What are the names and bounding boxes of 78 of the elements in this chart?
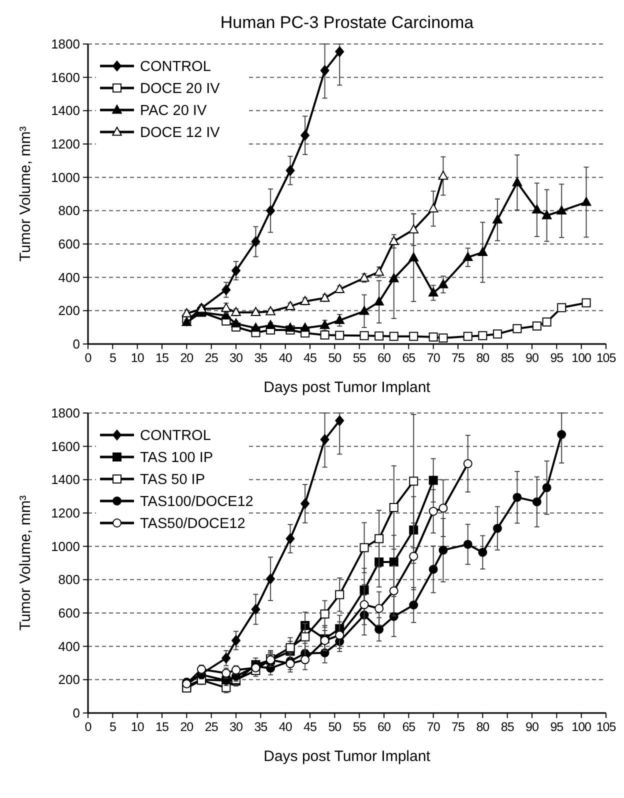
y-tick-label: 1800: [51, 406, 80, 420]
x-tick-label: 60: [378, 720, 391, 734]
y-tick-label: 600: [58, 606, 80, 620]
x-tick-label: 50: [328, 351, 342, 365]
x-tick-label: 60: [378, 351, 391, 365]
y-tick-label: 400: [58, 638, 80, 654]
x-tick-label: 0: [84, 720, 92, 734]
x-tick-label: 85: [500, 351, 514, 365]
x-tick-label: 0: [84, 351, 92, 365]
x-tick-label: 10: [130, 351, 144, 365]
chart-title: Human PC-3 Prostate Carcinoma: [220, 13, 474, 32]
y-tick-label: 1000: [51, 538, 80, 554]
x-tick-label: 25: [204, 351, 218, 365]
y-tick-label: 1200: [51, 136, 80, 152]
x-tick-label: 75: [452, 351, 465, 365]
y-tick-label: 0: [72, 706, 80, 720]
x-tick-label: 90: [526, 351, 539, 365]
x-tick-label: 5: [109, 351, 116, 365]
legend-label: CONTROL: [140, 428, 211, 444]
y-tick-label: 1800: [51, 36, 80, 52]
x-axis-title: Days post Tumor Implant: [264, 379, 432, 396]
x-axis-title: Days post Tumor Implant: [264, 748, 432, 765]
x-tick-label: 70: [426, 351, 440, 365]
y-tick-label: 800: [58, 203, 80, 218]
x-tick-label: 105: [596, 720, 616, 734]
x-tick-label: 100: [572, 351, 592, 365]
x-tick-label: 65: [402, 720, 416, 734]
x-tick-label: 85: [500, 720, 514, 734]
x-tick-label: 35: [254, 351, 268, 365]
x-tick-label: 45: [304, 720, 317, 734]
x-tick-label: 45: [304, 351, 317, 365]
x-tick-label: 95: [550, 720, 564, 734]
x-tick-label: 65: [402, 351, 416, 365]
x-tick-label: 70: [426, 720, 440, 734]
x-tick-label: 100: [572, 720, 592, 734]
x-tick-label: 15: [156, 720, 169, 734]
legend-label: TAS50/DOCE12: [140, 516, 246, 532]
x-tick-label: 105: [596, 351, 616, 365]
y-tick-label: 0: [72, 336, 80, 352]
x-tick-label: 55: [352, 720, 366, 734]
x-tick-label: 80: [476, 351, 490, 365]
x-tick-label: 40: [278, 720, 292, 734]
legend-label: TAS 100 IP: [140, 450, 214, 466]
x-tick-label: 10: [130, 720, 144, 734]
y-tick-label: 200: [58, 303, 80, 318]
x-tick-label: 35: [254, 720, 268, 734]
x-tick-label: 90: [526, 720, 539, 734]
legend-label: DOCE 20 IV: [140, 81, 220, 97]
x-tick-label: 55: [352, 351, 366, 365]
y-tick-label: 1000: [51, 170, 80, 185]
y-tick-label: 1400: [51, 472, 80, 488]
x-tick-label: 20: [180, 351, 194, 365]
y-tick-label: 1200: [51, 506, 80, 520]
y-tick-label: 600: [58, 236, 80, 252]
y-tick-label: 1600: [51, 70, 80, 85]
x-tick-label: 5: [109, 720, 116, 734]
x-tick-label: 20: [180, 720, 194, 734]
x-tick-label: 50: [328, 720, 342, 734]
x-tick-label: 30: [230, 720, 243, 734]
y-axis-title: Tumor Volume, mm³: [17, 126, 34, 262]
y-axis-title: Tumor Volume, mm³: [17, 495, 34, 631]
legend-label: TAS100/DOCE12: [140, 494, 254, 510]
x-tick-label: 40: [278, 351, 292, 365]
x-tick-label: 15: [156, 351, 169, 365]
x-tick-label: 75: [452, 720, 465, 734]
y-tick-label: 1600: [51, 438, 80, 454]
legend-label: TAS 50 IP: [140, 472, 206, 488]
y-tick-label: 400: [58, 270, 80, 285]
legend-label: DOCE 12 IV: [140, 125, 220, 141]
legend-label: CONTROL: [140, 59, 211, 75]
y-tick-label: 800: [58, 572, 80, 588]
y-tick-label: 200: [58, 672, 80, 688]
x-tick-label: 30: [230, 351, 243, 365]
x-tick-label: 80: [476, 720, 490, 734]
x-tick-label: 25: [204, 720, 218, 734]
x-tick-label: 95: [550, 351, 564, 365]
legend-label: PAC 20 IV: [140, 103, 207, 119]
y-tick-label: 1400: [51, 103, 80, 118]
